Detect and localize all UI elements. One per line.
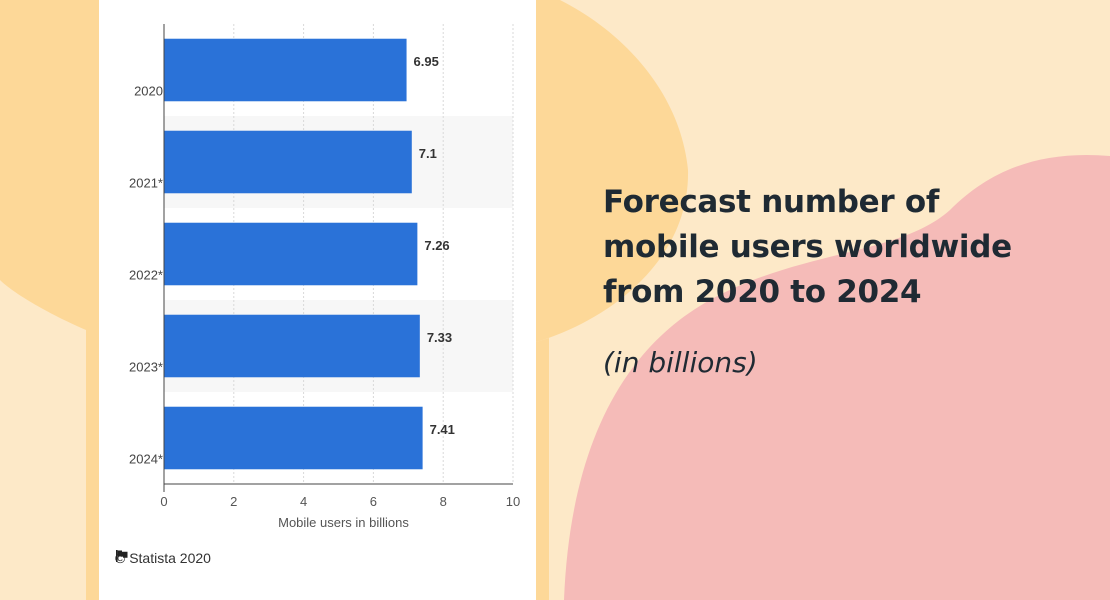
value-label: 7.1 xyxy=(419,146,437,161)
category-label: 2021* xyxy=(129,175,163,190)
pink-blob xyxy=(564,154,1110,600)
x-tick-label: 2 xyxy=(230,494,237,509)
page-subtitle: (in billions) xyxy=(603,346,758,379)
bar[interactable] xyxy=(164,406,423,470)
orange-strip-right xyxy=(536,338,549,600)
x-tick-label: 6 xyxy=(370,494,377,509)
flag-icon[interactable] xyxy=(115,550,129,562)
orange-blob-right xyxy=(536,0,689,342)
bar[interactable] xyxy=(164,314,420,378)
category-label: 2020 xyxy=(134,83,163,98)
statista-credit[interactable]: © Statista 2020 xyxy=(115,550,211,566)
bar[interactable] xyxy=(164,130,412,194)
category-label: 2022* xyxy=(129,267,163,282)
value-label: 6.95 xyxy=(414,54,439,69)
bar-chart: 6.9520207.12021*7.262022*7.332023*7.4120… xyxy=(129,24,520,530)
x-axis-title: Mobile users in billions xyxy=(278,515,409,530)
chart-card: 6.95 2020 7.1 2021* 7.26 2022* 7.33 2023* 7.41 20… xyxy=(99,0,536,600)
orange-blob-left xyxy=(0,0,99,600)
x-tick-label: 4 xyxy=(300,494,307,509)
page-title: Forecast number of mobile users worldwid… xyxy=(603,184,1012,310)
x-tick-label: 8 xyxy=(440,494,447,509)
chart-footer: © Statista 2020 xyxy=(115,550,211,566)
value-label: 7.33 xyxy=(427,330,452,345)
category-label: 2024* xyxy=(129,451,163,466)
bar[interactable] xyxy=(164,222,418,286)
value-label: 7.41 xyxy=(430,422,455,437)
value-label: 7.26 xyxy=(424,238,449,253)
category-label: 2023* xyxy=(129,359,163,374)
x-tick-label: 0 xyxy=(160,494,167,509)
x-tick-label: 10 xyxy=(506,494,520,509)
bar[interactable] xyxy=(164,38,407,102)
